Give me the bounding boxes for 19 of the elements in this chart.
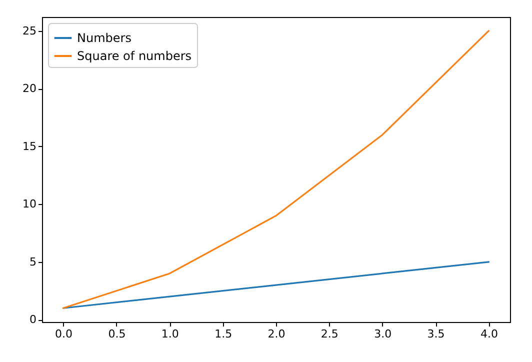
x-tick-label: 2.5 (320, 328, 338, 340)
legend-label: Square of numbers (77, 49, 192, 63)
line-series (62, 30, 490, 309)
y-tick-label: 25 (22, 24, 36, 38)
x-tick-label: 1.5 (214, 328, 232, 340)
x-tick-label: 4.0 (480, 328, 498, 340)
y-tick-label: 5 (30, 255, 36, 268)
line-series (62, 261, 490, 309)
y-tick-label: 10 (22, 198, 36, 211)
x-tick-label: 0.5 (108, 328, 126, 340)
x-tick-label: 3.5 (427, 328, 445, 340)
y-tick-label: 20 (22, 82, 36, 96)
x-tick-label: 1.0 (161, 328, 179, 340)
x-tick-label: 0.0 (55, 328, 73, 340)
y-tick-label: 15 (22, 140, 36, 153)
legend-label: Numbers (77, 31, 132, 45)
y-tick-label: 0 (30, 313, 36, 326)
x-tick-label: 2.0 (268, 328, 286, 340)
x-tick-label: 3.0 (374, 328, 392, 340)
